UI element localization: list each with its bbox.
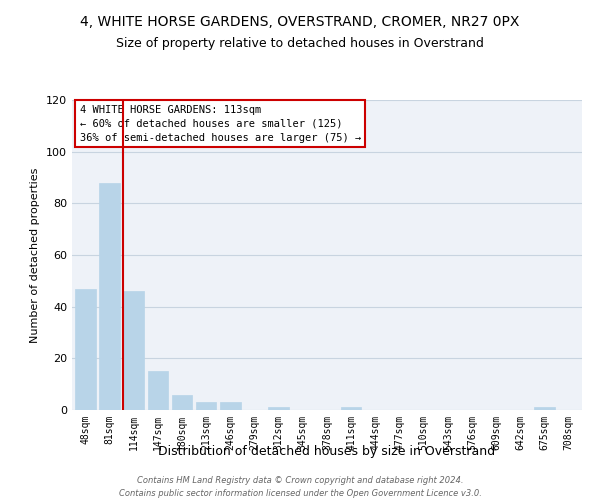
Bar: [148, 371, 168, 410]
Text: 4, WHITE HORSE GARDENS, OVERSTRAND, CROMER, NR27 0PX: 4, WHITE HORSE GARDENS, OVERSTRAND, CROM…: [80, 15, 520, 29]
Text: 4 WHITE HORSE GARDENS: 113sqm
← 60% of detached houses are smaller (125)
36% of : 4 WHITE HORSE GARDENS: 113sqm ← 60% of d…: [80, 104, 361, 142]
Bar: [220, 402, 241, 410]
Text: Distribution of detached houses by size in Overstrand: Distribution of detached houses by size …: [158, 444, 496, 458]
Bar: [75, 288, 95, 410]
Bar: [534, 408, 555, 410]
Bar: [268, 408, 289, 410]
Text: Size of property relative to detached houses in Overstrand: Size of property relative to detached ho…: [116, 38, 484, 51]
Bar: [341, 408, 361, 410]
Bar: [124, 291, 144, 410]
Text: Contains HM Land Registry data © Crown copyright and database right 2024.
Contai: Contains HM Land Registry data © Crown c…: [119, 476, 481, 498]
Bar: [99, 182, 120, 410]
Y-axis label: Number of detached properties: Number of detached properties: [31, 168, 40, 342]
Bar: [172, 394, 192, 410]
Bar: [196, 402, 217, 410]
